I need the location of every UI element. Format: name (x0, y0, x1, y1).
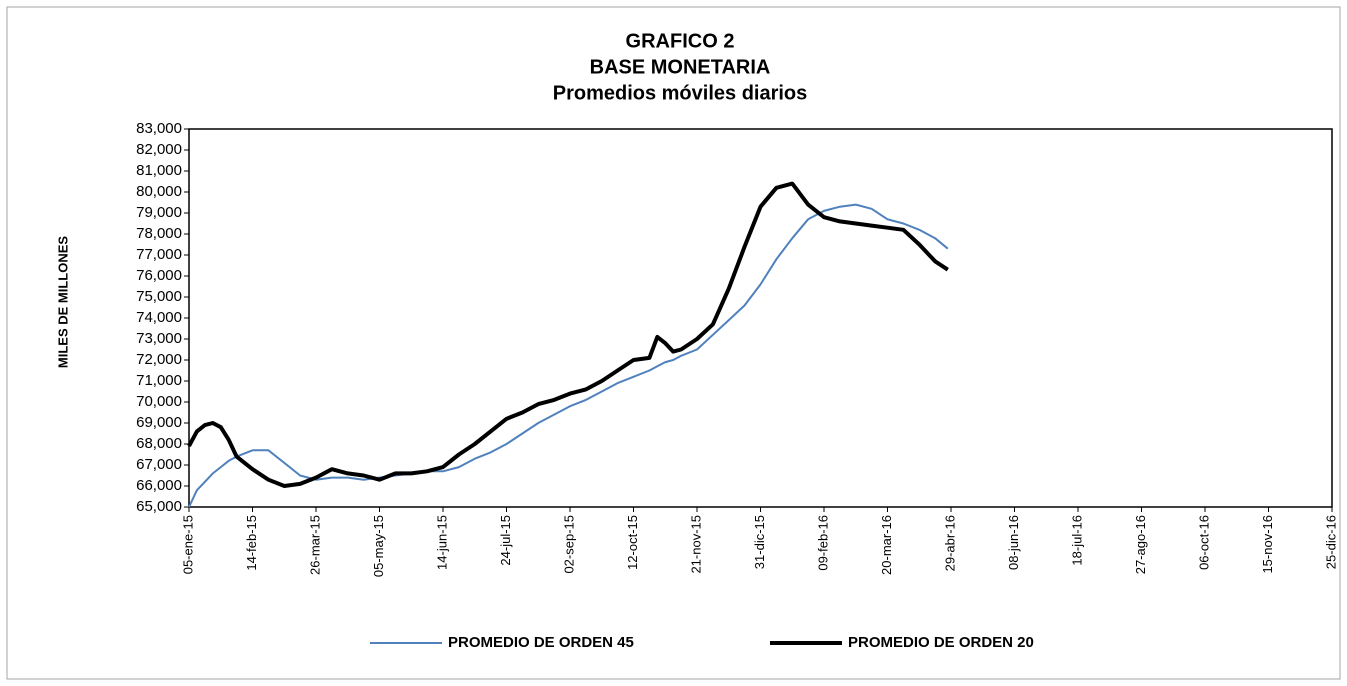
y-tick-label: 83,000 (136, 120, 182, 137)
x-tick-label: 14-jun-15 (434, 515, 449, 570)
legend-label: PROMEDIO DE ORDEN 45 (448, 634, 634, 651)
x-tick-label: 24-jul-15 (498, 515, 513, 566)
series-line (188, 203, 949, 508)
x-tick-label: 29-abr-16 (942, 515, 957, 571)
y-tick-label: 81,000 (136, 162, 182, 179)
x-tick-label: 05-ene-15 (180, 515, 195, 574)
x-tick-label: 08-jun-16 (1006, 515, 1021, 570)
y-tick-label: 69,000 (136, 414, 182, 431)
x-tick-label: 25-dic-16 (1323, 515, 1338, 569)
y-tick-label: 73,000 (136, 330, 182, 347)
x-tick-label: 26-mar-15 (307, 515, 322, 575)
x-tick-label: 15-nov-16 (1260, 515, 1275, 574)
x-tick-label: 02-sep-15 (561, 515, 576, 574)
y-tick-label: 82,000 (136, 141, 182, 158)
x-tick-label: 20-mar-16 (879, 515, 894, 575)
y-tick-label: 66,000 (136, 477, 182, 494)
x-tick-label: 12-oct-15 (625, 515, 640, 570)
x-tick-label: 09-feb-16 (815, 515, 830, 571)
y-tick-label: 77,000 (136, 246, 182, 263)
y-tick-label: 68,000 (136, 435, 182, 452)
x-tick-label: 05-may-15 (371, 515, 386, 577)
chart-title: BASE MONETARIA (590, 56, 771, 78)
y-tick-label: 79,000 (136, 204, 182, 221)
y-tick-label: 67,000 (136, 456, 182, 473)
x-tick-label: 14-feb-15 (244, 515, 259, 571)
x-tick-label: 18-jul-16 (1069, 515, 1084, 566)
y-axis-label: MILES DE MILLONES (55, 236, 70, 369)
x-tick-label: 27-ago-16 (1133, 515, 1148, 574)
x-tick-label: 06-oct-16 (1196, 515, 1211, 570)
series-line (187, 181, 949, 488)
y-tick-label: 80,000 (136, 183, 182, 200)
chart-frame (6, 6, 1341, 680)
x-tick-label: 21-nov-15 (688, 515, 703, 574)
legend-label: PROMEDIO DE ORDEN 20 (848, 634, 1034, 651)
y-tick-label: 75,000 (136, 288, 182, 305)
y-tick-label: 71,000 (136, 372, 182, 389)
chart-title: GRAFICO 2 (626, 30, 735, 52)
y-tick-label: 65,000 (136, 498, 182, 515)
chart-title: Promedios móviles diarios (553, 82, 808, 104)
y-tick-label: 72,000 (136, 351, 182, 368)
y-tick-label: 70,000 (136, 393, 182, 410)
y-tick-label: 76,000 (136, 267, 182, 284)
y-tick-label: 74,000 (136, 309, 182, 326)
x-tick-label: 31-dic-15 (752, 515, 767, 569)
y-tick-label: 78,000 (136, 225, 182, 242)
